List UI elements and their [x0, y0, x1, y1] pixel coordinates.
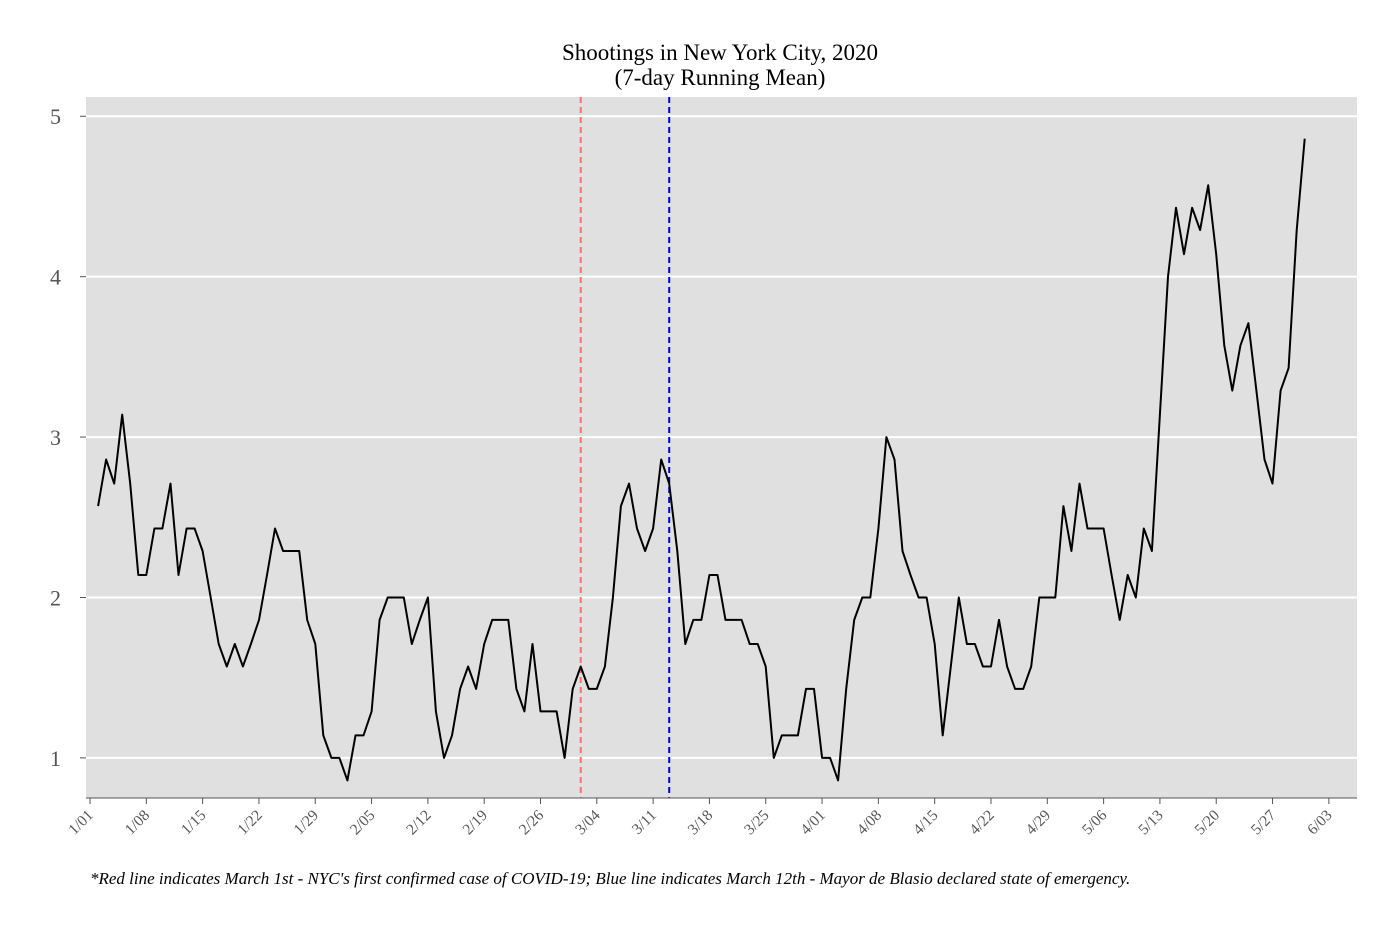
- y-tick-label: 2: [50, 585, 61, 610]
- y-tick-label: 4: [50, 265, 61, 290]
- y-tick-label: 1: [50, 746, 61, 771]
- chart-subtitle: (7-day Running Mean): [615, 65, 826, 90]
- chart-footnote: *Red line indicates March 1st - NYC's fi…: [90, 869, 1131, 888]
- x-tick-label: 1/29: [291, 807, 323, 839]
- y-tick-label: 5: [50, 104, 61, 129]
- x-tick-label: 5/06: [1079, 807, 1111, 839]
- x-tick-label: 1/22: [234, 807, 266, 839]
- x-tick-label: 1/08: [122, 807, 154, 839]
- x-tick-label: 4/08: [854, 807, 886, 839]
- gridlines: [86, 115, 1357, 759]
- y-axis: 1 2 3 4 5: [50, 104, 86, 771]
- x-tick-label: 3/25: [741, 807, 773, 839]
- x-tick-label: 1/01: [65, 807, 97, 839]
- x-tick-label: 5/20: [1192, 807, 1224, 839]
- x-tick-label: 3/18: [685, 807, 717, 839]
- x-tick-label: 2/12: [403, 807, 435, 839]
- x-tick-label: 2/19: [460, 807, 492, 839]
- series-line-shootings: [97, 138, 1306, 782]
- y-tick-label: 3: [50, 425, 61, 450]
- x-tick-label: 2/26: [516, 807, 548, 839]
- event-lines: [579, 97, 671, 798]
- x-tick-label: 2/05: [347, 807, 379, 839]
- x-tick-label: 4/29: [1023, 807, 1055, 839]
- chart-title: Shootings in New York City, 2020: [562, 40, 878, 65]
- x-tick-label: 4/22: [966, 807, 998, 839]
- x-tick-label: 5/27: [1248, 807, 1280, 839]
- plot-background: [86, 97, 1357, 798]
- x-tick-label: 4/15: [910, 807, 942, 839]
- x-tick-label: 3/11: [629, 807, 660, 838]
- x-tick-label: 1/15: [178, 807, 210, 839]
- x-tick-label: 6/03: [1304, 807, 1336, 839]
- x-tick-label: 5/13: [1135, 807, 1167, 839]
- x-tick-label: 4/01: [797, 807, 829, 839]
- x-tick-label: 3/04: [572, 807, 604, 839]
